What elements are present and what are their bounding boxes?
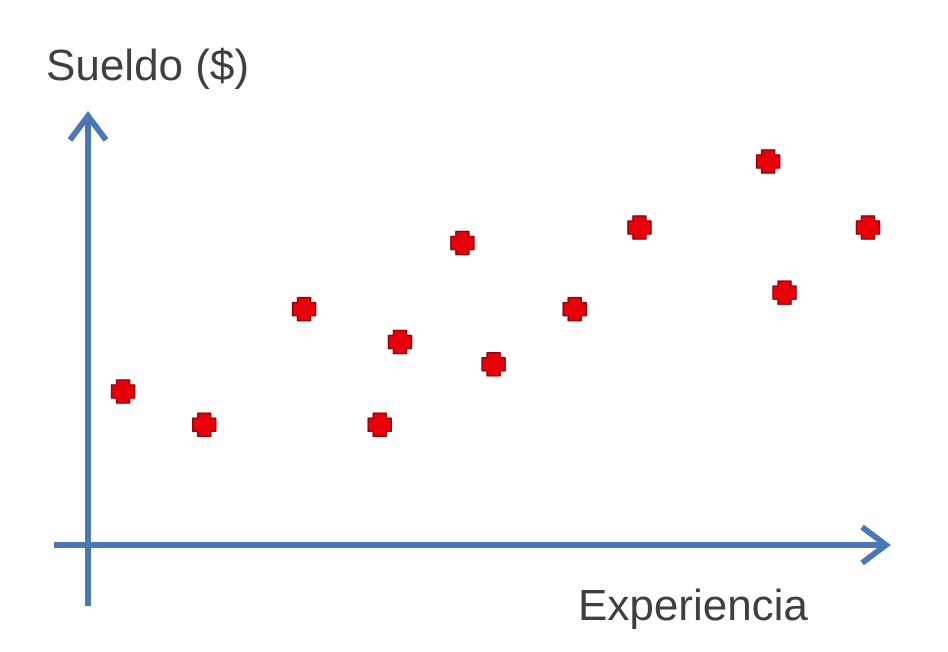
y-axis-label: Sueldo ($) [46,41,250,90]
data-point-1 [110,379,136,404]
data-point-6 [450,230,475,256]
data-point-11 [772,280,797,305]
data-point-7 [481,352,506,377]
data-point-3 [291,296,317,322]
data-point-8 [562,296,587,322]
x-axis-arrowhead [860,524,891,566]
data-point-2 [191,412,217,437]
data-point-5 [387,329,413,355]
chart-axes [54,111,891,606]
data-point-12 [855,215,881,240]
x-axis-label: Experiencia [578,581,808,630]
data-points [110,149,881,437]
data-point-9 [627,215,652,240]
data-point-10 [755,149,781,174]
data-point-4 [367,412,392,437]
y-axis-arrowhead [67,111,109,142]
